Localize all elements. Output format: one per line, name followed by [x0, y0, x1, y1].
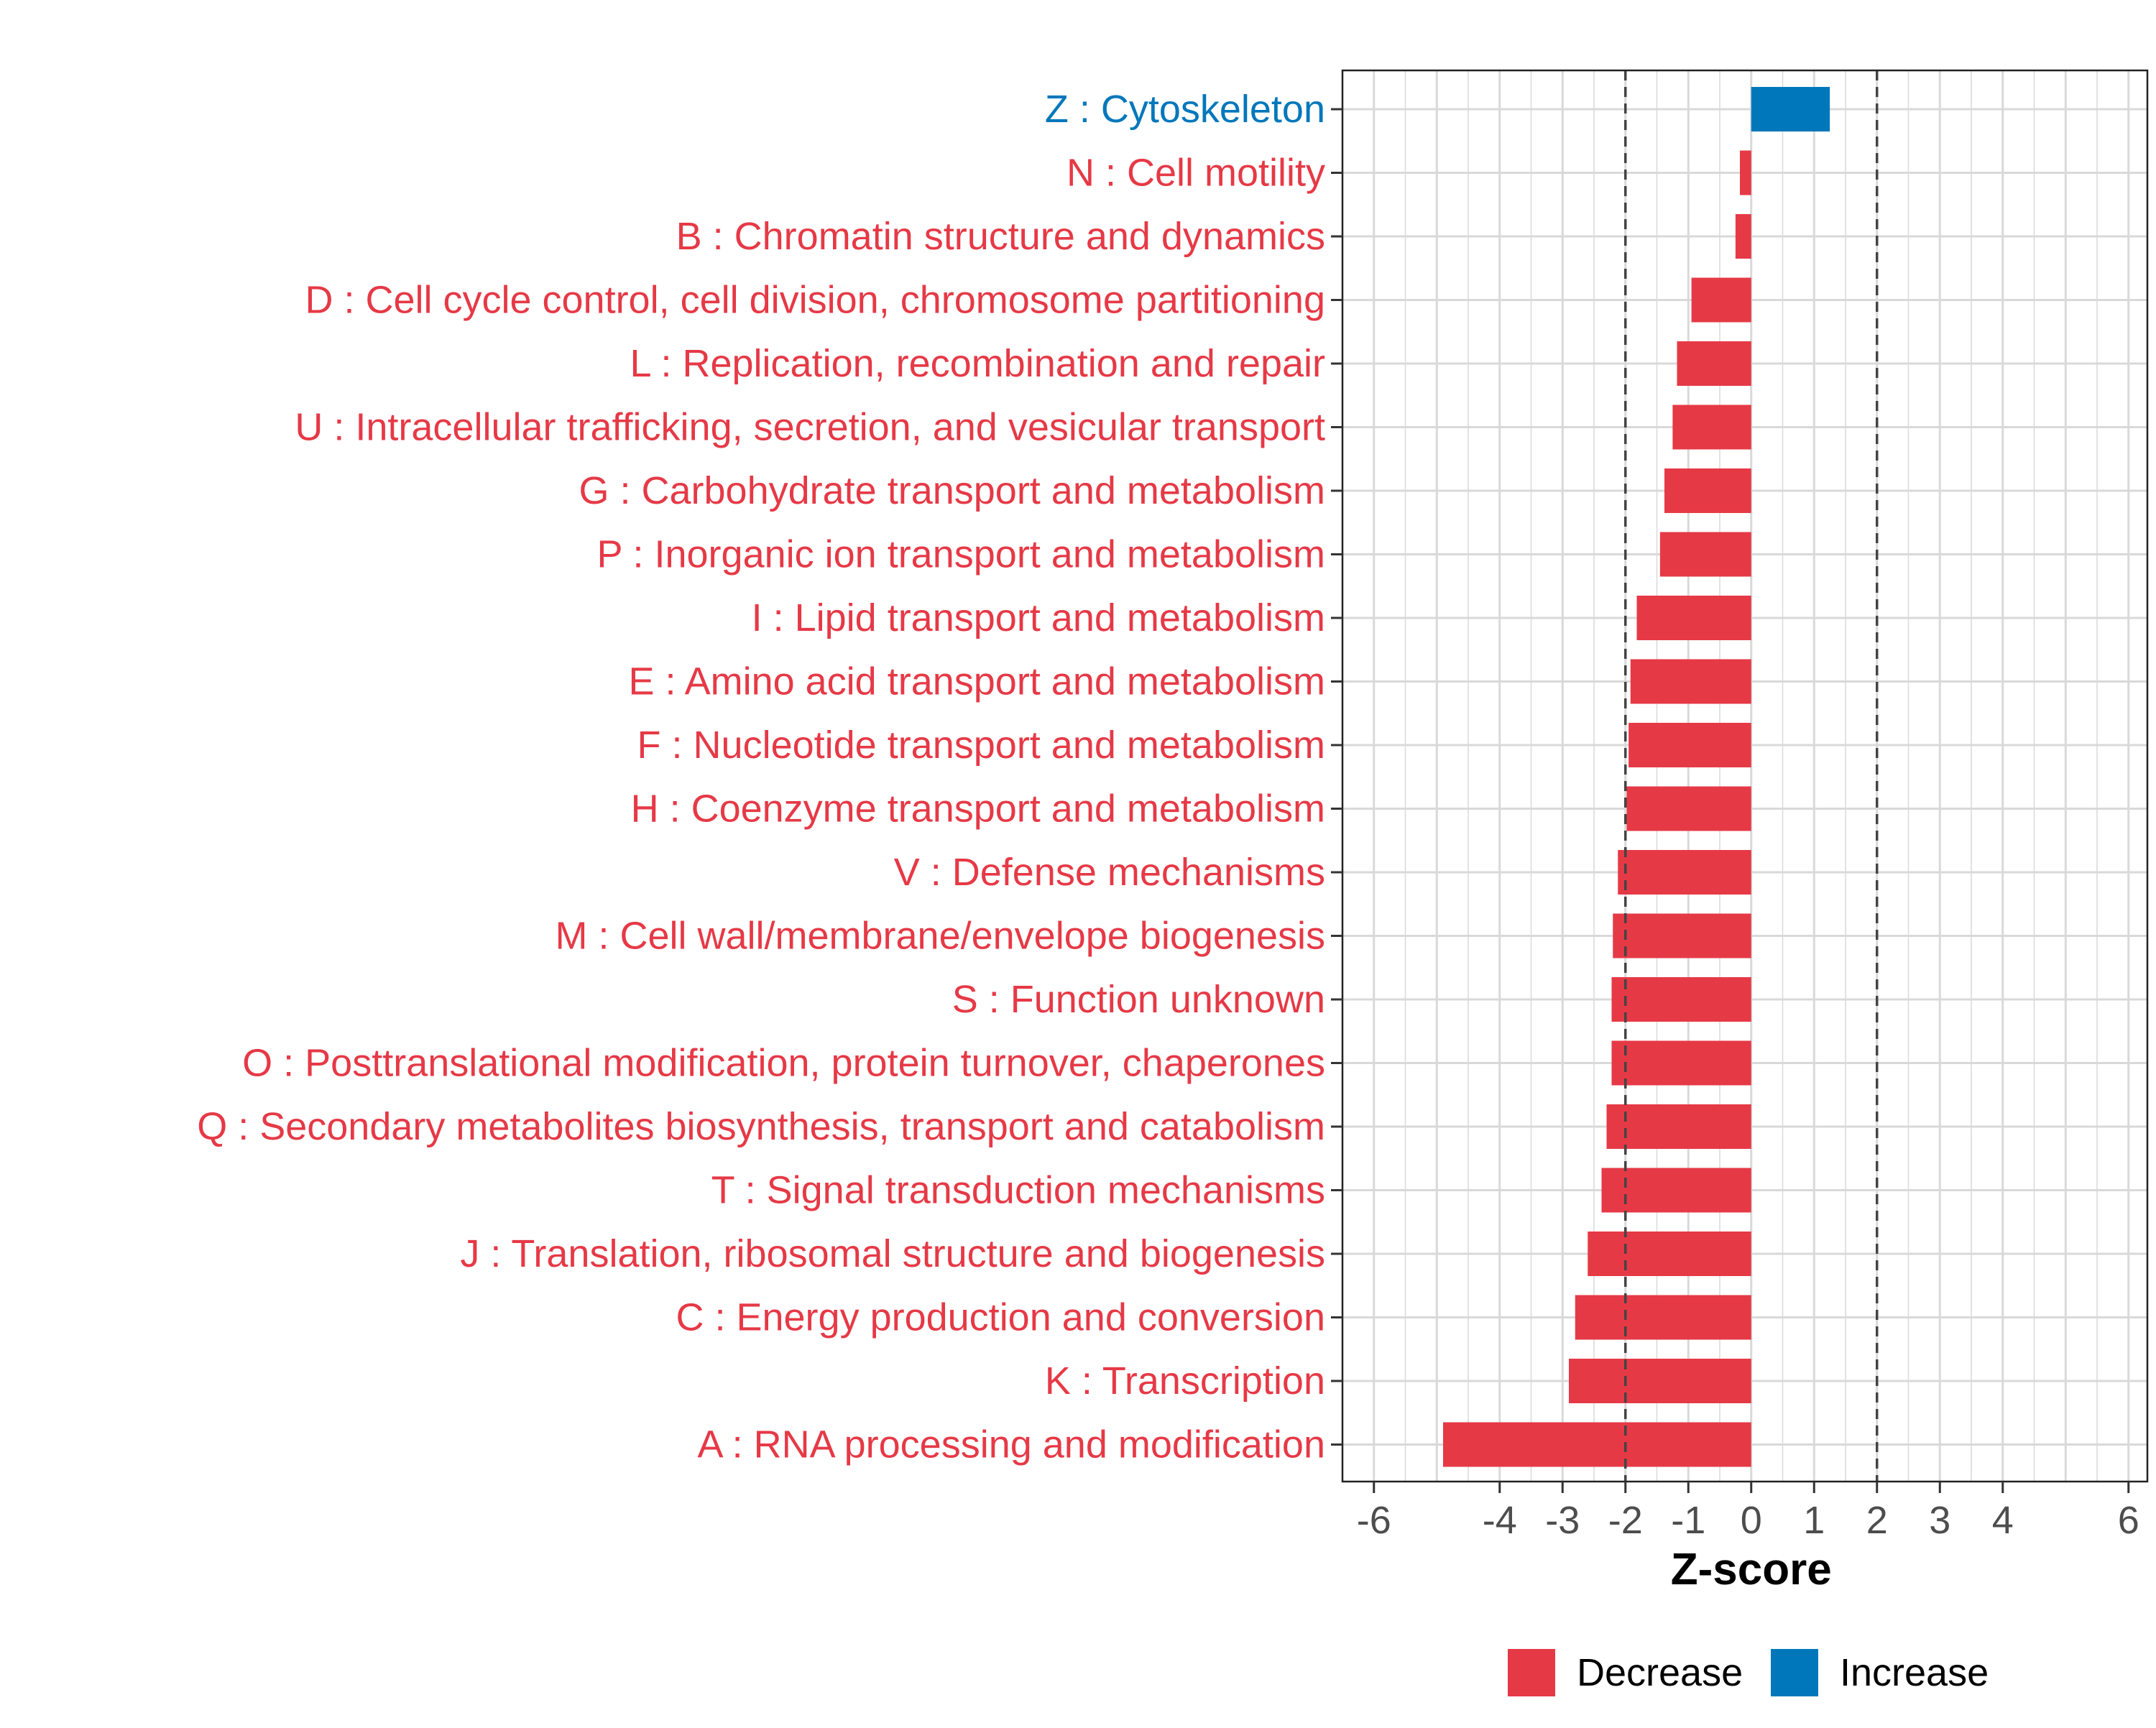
bar-t [1601, 1168, 1751, 1213]
y-tick-label: N : Cell motility [1067, 152, 1325, 195]
legend-label: Decrease [1577, 1651, 1743, 1694]
x-tick-label: 4 [1992, 1499, 2014, 1542]
y-tick-label: Q : Secondary metabolites biosynthesis, … [197, 1105, 1325, 1148]
x-tick-label: 1 [1803, 1499, 1825, 1542]
y-tick-label: J : Translation, ribosomal structure and… [460, 1232, 1325, 1275]
y-tick-label: V : Defense mechanisms [894, 851, 1325, 894]
bar-z [1751, 87, 1830, 131]
x-axis: -6 -4 -3 -2 -1 0 1 2 3 4 6 [1357, 1482, 2139, 1542]
bar-s [1611, 977, 1751, 1022]
legend-label: Increase [1840, 1651, 1989, 1694]
y-tick-label: O : Posttranslational modification, prot… [242, 1042, 1325, 1085]
y-tick-label: K : Transcription [1045, 1359, 1325, 1403]
legend-key-decrease [1508, 1649, 1555, 1696]
bar-v [1618, 850, 1751, 895]
bar-a [1443, 1422, 1751, 1467]
x-tick-label: 0 [1741, 1499, 1762, 1542]
legend-key-increase [1771, 1649, 1818, 1696]
x-tick-label: 2 [1866, 1499, 1888, 1542]
x-tick-label: 3 [1929, 1499, 1950, 1542]
x-tick-label: -4 [1483, 1499, 1517, 1542]
y-tick-label: U : Intracellular trafficking, secretion… [295, 406, 1325, 449]
bars [1443, 87, 1830, 1467]
bar-c [1575, 1295, 1751, 1340]
y-tick-label: Z : Cytoskeleton [1045, 88, 1325, 131]
x-axis-title: Z-score [1671, 1545, 1832, 1594]
bar-p [1659, 532, 1751, 577]
bar-f [1628, 723, 1751, 767]
y-tick-label: S : Function unknown [952, 978, 1325, 1021]
x-tick-label: -2 [1608, 1499, 1643, 1542]
reference-lines [1624, 70, 1879, 1482]
y-tick-label: I : Lipid transport and metabolism [752, 596, 1325, 639]
y-tick-label: F : Nucleotide transport and metabolism [637, 724, 1325, 767]
bar-n [1740, 150, 1751, 195]
y-tick-label: B : Chromatin structure and dynamics [676, 215, 1325, 258]
bar-o [1611, 1040, 1751, 1086]
x-tick-label: 6 [2118, 1499, 2139, 1542]
bar-l [1677, 341, 1751, 386]
y-axis: Z : Cytoskeleton N : Cell motility B : Chr… [197, 88, 1342, 1466]
bar-j [1588, 1232, 1751, 1276]
bar-m [1613, 913, 1751, 958]
y-tick-label: A : RNA processing and modification [698, 1423, 1325, 1466]
y-tick-label: G : Carbohydrate transport and metabolis… [579, 469, 1326, 512]
bar-h [1626, 786, 1751, 831]
y-tick-label: T : Signal transduction mechanisms [711, 1169, 1325, 1212]
bar-b [1735, 214, 1751, 259]
x-tick-label: -3 [1545, 1499, 1580, 1542]
x-tick-label: -1 [1671, 1499, 1705, 1542]
bar-u [1672, 405, 1751, 450]
y-tick-label: L : Replication, recombination and repai… [630, 342, 1325, 385]
bar-i [1636, 596, 1751, 640]
y-tick-label: P : Inorganic ion transport and metaboli… [596, 533, 1325, 576]
y-tick-label: M : Cell wall/membrane/envelope biogenes… [555, 915, 1325, 958]
y-tick-label: D : Cell cycle control, cell division, c… [305, 279, 1325, 322]
y-tick-label: C : Energy production and conversion [676, 1296, 1325, 1339]
bar-k [1569, 1359, 1751, 1403]
bar-d [1691, 277, 1751, 323]
bar-g [1664, 468, 1751, 513]
x-tick-label: -6 [1357, 1499, 1391, 1542]
bar-q [1606, 1104, 1751, 1149]
legend: Decrease Increase [1508, 1649, 1989, 1696]
y-tick-label: H : Coenzyme transport and metabolism [631, 787, 1325, 831]
y-tick-label: E : Amino acid transport and metabolism [629, 660, 1325, 703]
plot-border [1341, 69, 2149, 1483]
bar-e [1630, 659, 1751, 704]
